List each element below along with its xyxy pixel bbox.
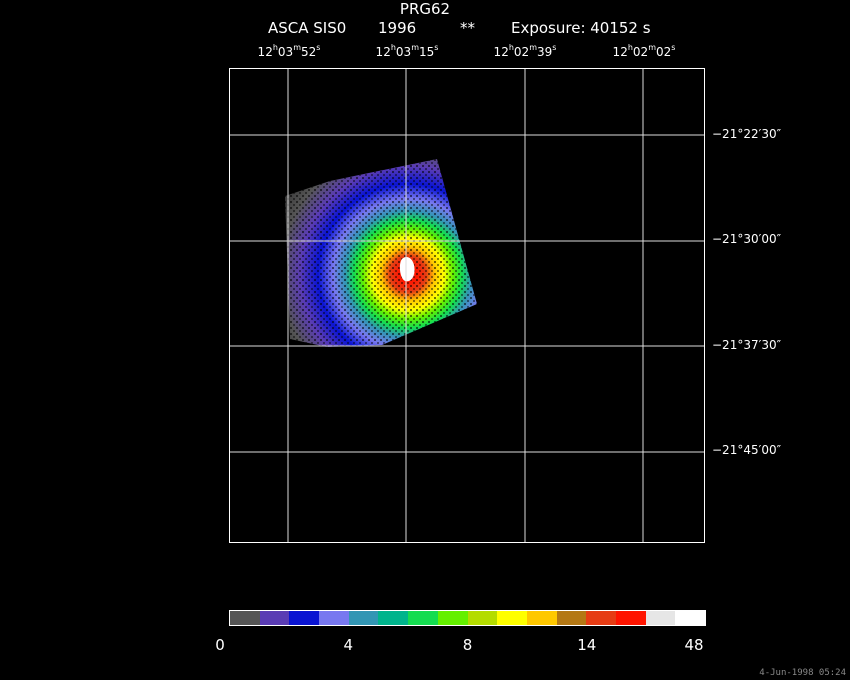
colorbar-tick-label: 48	[684, 636, 704, 654]
marker-label: **	[460, 19, 475, 37]
plot-title: PRG62	[399, 0, 451, 18]
colorbar-segment	[645, 611, 676, 625]
colorbar-segment	[319, 611, 349, 625]
ra-label: 12h03m15s	[375, 43, 439, 59]
colorbar-segment	[378, 611, 409, 625]
colorbar-segment	[497, 611, 527, 625]
ra-label: 12h02m39s	[493, 43, 557, 59]
colorbar-tick-label: 0	[215, 636, 225, 654]
exposure-label: Exposure: 40152 s	[511, 19, 651, 37]
year-label: 1996	[378, 19, 417, 37]
colorbar-segment	[230, 611, 260, 625]
colorbar-tick-label: 4	[343, 636, 354, 654]
grid-lines	[230, 69, 704, 542]
colorbar-segment	[408, 611, 438, 625]
image-frame	[229, 68, 705, 543]
colorbar-segment	[259, 611, 290, 625]
colorbar-segment	[348, 611, 379, 625]
colorbar-segment	[675, 611, 705, 625]
colorbar-segment	[556, 611, 587, 625]
colorbar-segment	[615, 611, 646, 625]
colorbar	[229, 610, 706, 626]
colorbar-tick-label: 8	[462, 636, 473, 654]
instrument-label: ASCA SIS0	[268, 19, 347, 37]
source-core	[399, 257, 415, 282]
plot-subtitle: ASCA SIS0 1996 ** Exposure: 40152 s	[268, 19, 651, 109]
ra-label: 12h03m52s	[257, 43, 321, 59]
colorbar-segment	[289, 611, 320, 625]
timestamp: 4-Jun-1998 05:24	[759, 668, 846, 678]
detector-field	[285, 159, 477, 347]
colorbar-segment	[437, 611, 468, 625]
dec-label: −21°37′30″	[712, 338, 782, 352]
dec-label: −21°45′00″	[712, 443, 782, 457]
dec-label: −21°22′30″	[712, 127, 782, 141]
xray-image	[230, 69, 704, 542]
colorbar-segment	[526, 611, 557, 625]
ra-label: 12h02m02s	[612, 43, 676, 59]
colorbar-tick-label: 14	[577, 636, 597, 654]
colorbar-segment	[586, 611, 616, 625]
dec-label: −21°30′00″	[712, 232, 782, 246]
colorbar-segment	[467, 611, 498, 625]
